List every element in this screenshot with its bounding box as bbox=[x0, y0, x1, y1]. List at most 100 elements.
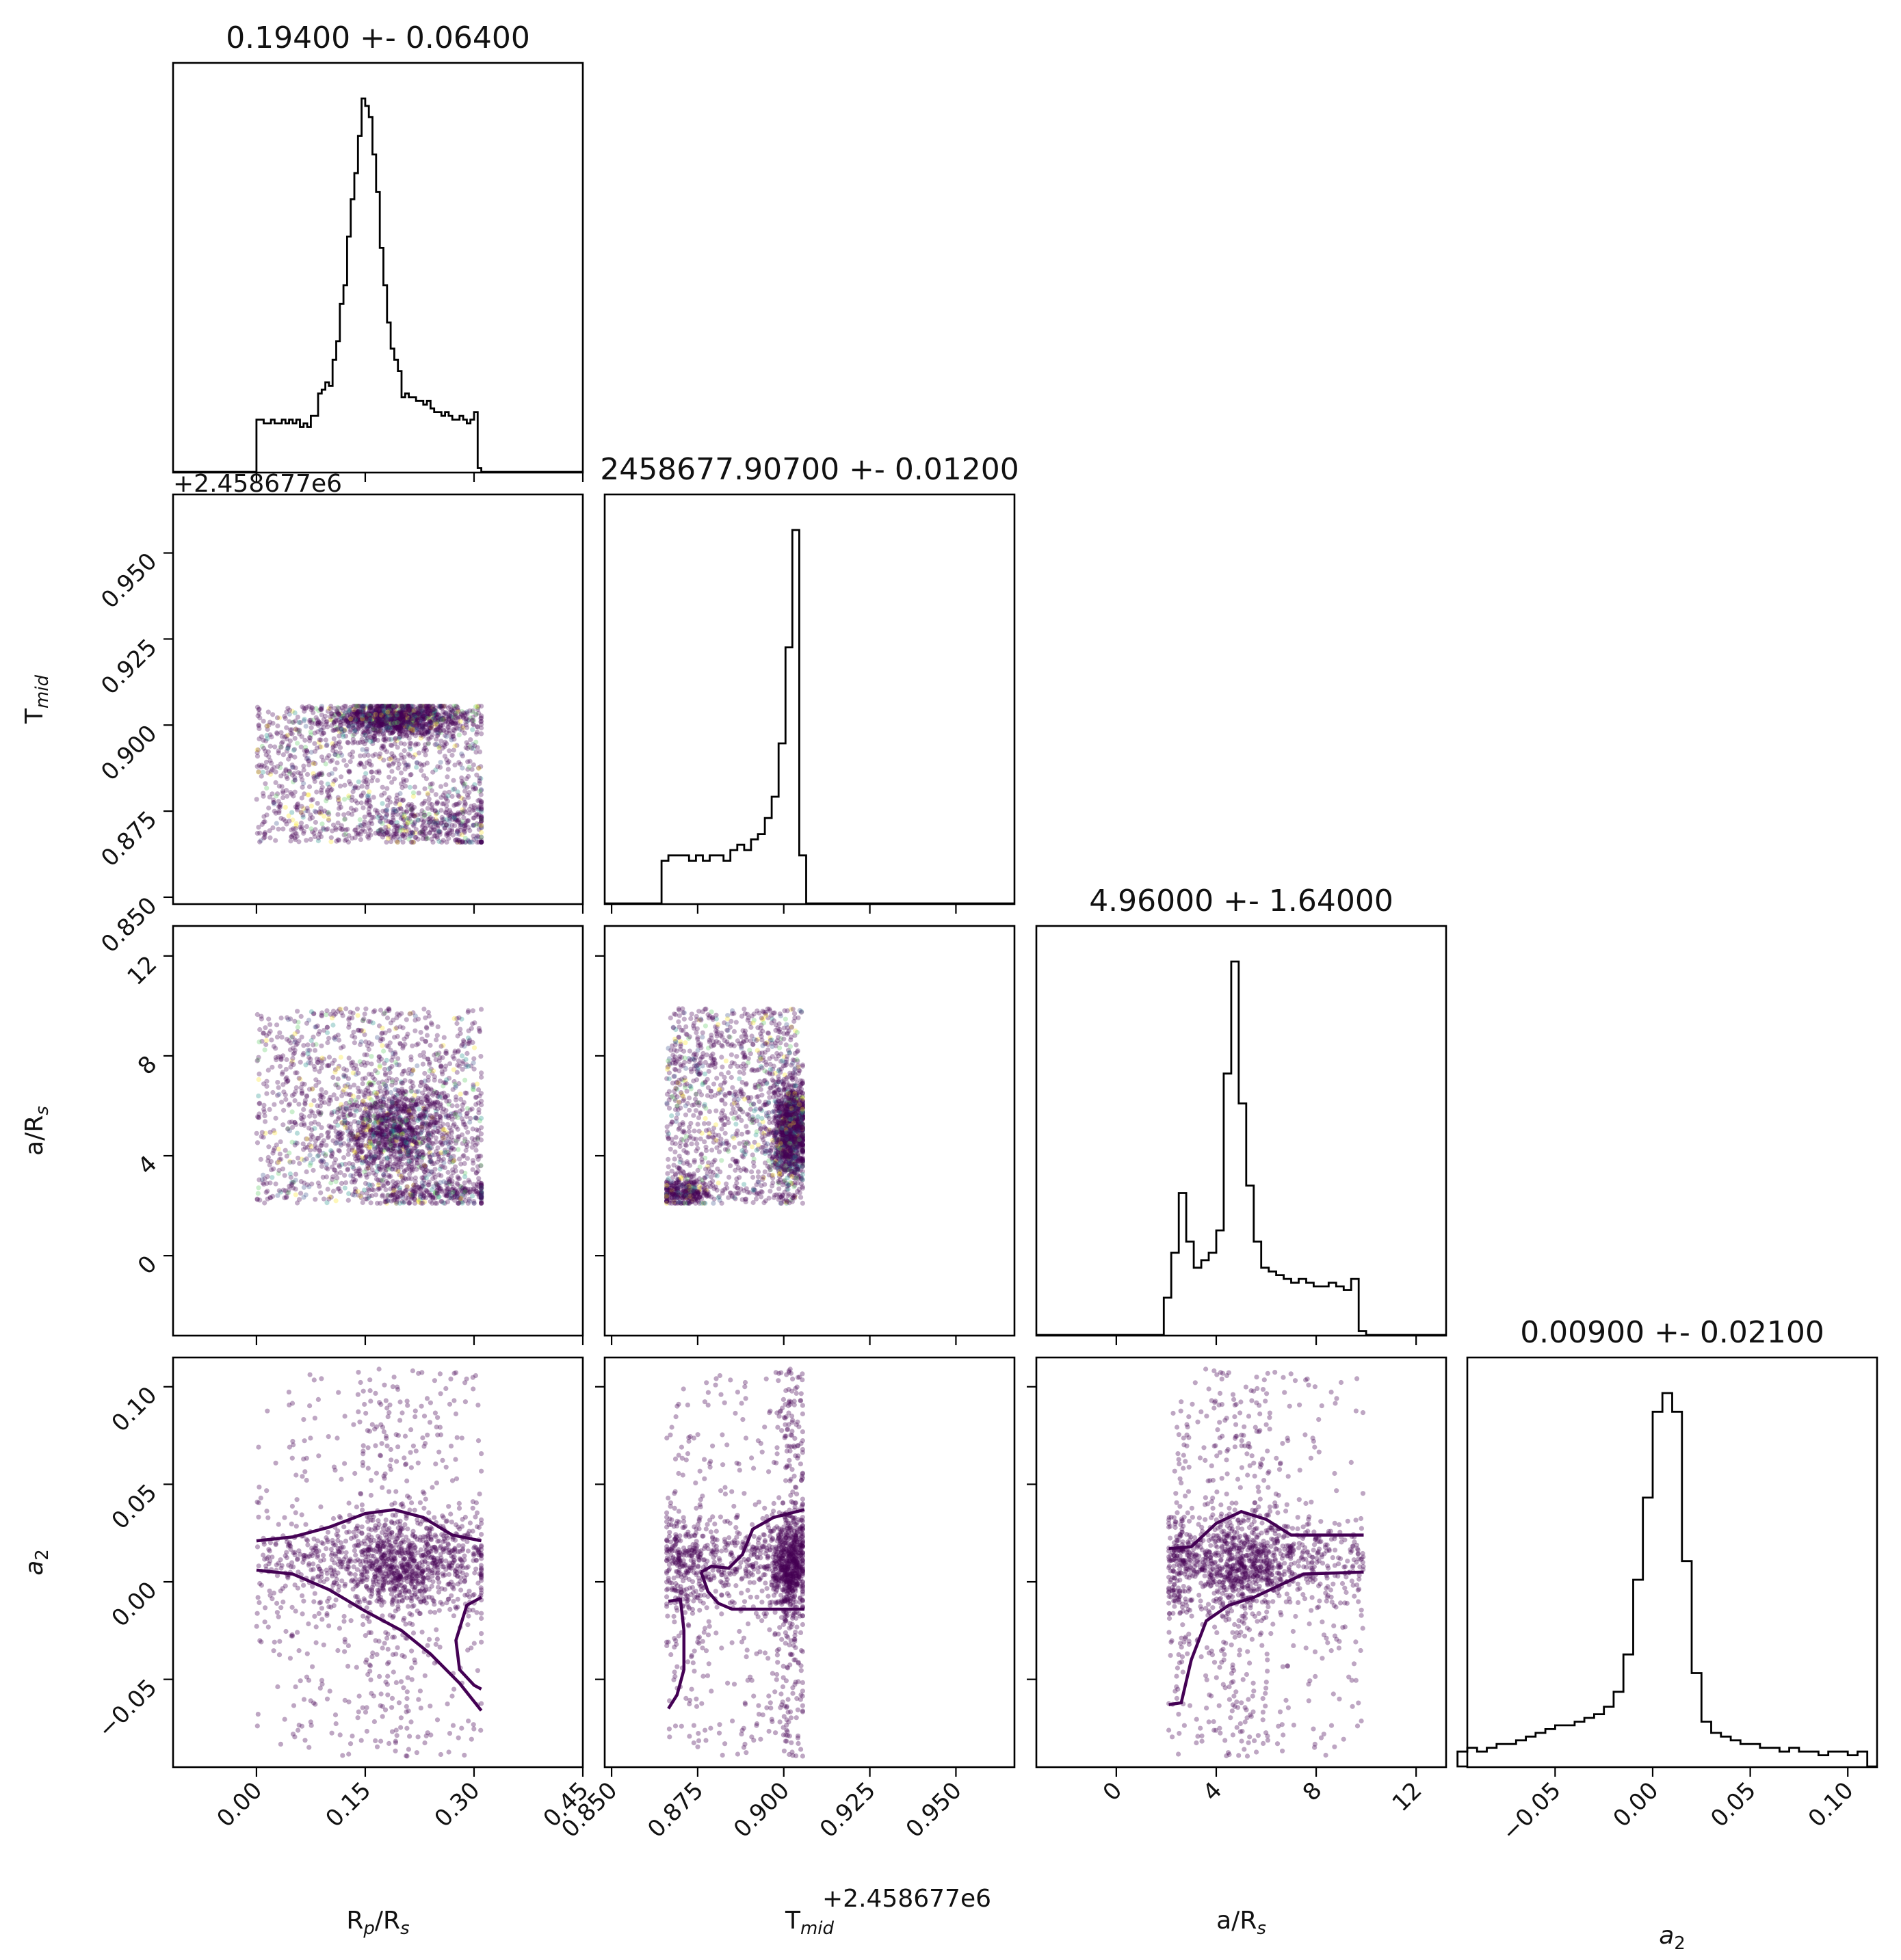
scatter-point bbox=[396, 731, 402, 737]
scatter-point bbox=[399, 710, 405, 715]
scatter-point bbox=[323, 713, 328, 719]
scatter-point bbox=[384, 786, 390, 791]
scatter-point bbox=[313, 827, 318, 832]
scatter-point bbox=[362, 815, 367, 820]
scatter-point bbox=[355, 1085, 361, 1091]
scatter-point bbox=[318, 1110, 324, 1115]
scatter-point bbox=[437, 1166, 443, 1172]
scatter-point bbox=[366, 792, 371, 798]
scatter-point bbox=[259, 734, 264, 739]
scatter-point bbox=[430, 839, 436, 845]
scatter-point bbox=[290, 765, 296, 770]
scatter-point bbox=[419, 1180, 425, 1186]
scatter-point bbox=[478, 792, 484, 797]
scatter-point bbox=[367, 803, 372, 808]
scatter-point bbox=[365, 793, 370, 799]
scatter-point bbox=[279, 1035, 285, 1040]
scatter-point bbox=[302, 1145, 309, 1150]
scatter-point bbox=[460, 765, 465, 771]
scatter-point bbox=[389, 713, 395, 719]
scatter-point bbox=[257, 1027, 263, 1033]
scatter-point bbox=[283, 788, 289, 793]
scatter-point bbox=[336, 1148, 341, 1153]
scatter-point bbox=[311, 761, 317, 767]
scatter-point bbox=[429, 717, 434, 722]
scatter-point bbox=[410, 830, 416, 836]
scatter-point bbox=[461, 797, 467, 802]
scatter-point bbox=[386, 1167, 391, 1172]
scatter-point bbox=[339, 1180, 345, 1186]
scatter-point bbox=[415, 717, 420, 723]
scatter-point bbox=[410, 1116, 416, 1122]
scatter-point bbox=[421, 1163, 427, 1168]
scatter-point bbox=[293, 1178, 298, 1183]
scatter-point bbox=[408, 1057, 414, 1063]
scatter-point bbox=[301, 1184, 306, 1190]
scatter-point bbox=[262, 1047, 267, 1052]
scatter-point bbox=[478, 1007, 484, 1012]
scatter-point bbox=[443, 1140, 449, 1145]
scatter-point bbox=[421, 1006, 427, 1012]
scatter-point bbox=[388, 704, 393, 709]
scatter-point bbox=[296, 1076, 302, 1081]
scatter-point bbox=[459, 1169, 464, 1174]
scatter-point bbox=[423, 752, 428, 758]
scatter-point bbox=[376, 718, 381, 724]
scatter-point bbox=[424, 705, 430, 711]
scatter-point bbox=[373, 1068, 378, 1074]
scatter-point bbox=[356, 704, 362, 709]
scatter-point bbox=[346, 1055, 352, 1061]
scatter-point bbox=[459, 1053, 465, 1059]
scatter-point bbox=[400, 731, 406, 737]
scatter-point bbox=[462, 830, 467, 835]
scatter-point bbox=[420, 1061, 426, 1067]
scatter-point bbox=[326, 784, 332, 790]
scatter-point bbox=[472, 782, 477, 787]
scatter-point bbox=[345, 1141, 352, 1148]
scatter-point bbox=[421, 773, 427, 778]
scatter-point bbox=[333, 1082, 339, 1088]
scatter-point bbox=[456, 793, 461, 798]
scatter-point bbox=[358, 837, 364, 843]
scatter-point bbox=[267, 1022, 273, 1027]
scatter-point bbox=[264, 812, 270, 818]
scatter-point bbox=[433, 792, 438, 797]
scatter-point bbox=[375, 709, 380, 715]
scatter-point bbox=[254, 1058, 260, 1063]
scatter-point bbox=[328, 758, 333, 764]
scatter-point bbox=[276, 826, 281, 832]
scatter-point bbox=[268, 769, 274, 774]
scatter-point bbox=[309, 1121, 314, 1126]
scatter-point bbox=[395, 714, 402, 719]
scatter-point bbox=[390, 835, 396, 840]
scatter-point bbox=[330, 1022, 336, 1028]
scatter-point bbox=[397, 725, 402, 730]
scatter-point bbox=[380, 717, 386, 722]
scatter-point bbox=[279, 741, 285, 746]
scatter-point bbox=[309, 826, 314, 832]
scatter-point bbox=[298, 773, 304, 779]
scatter-point bbox=[438, 1180, 443, 1185]
scatter-point bbox=[318, 834, 324, 839]
scatter-point bbox=[281, 1089, 287, 1095]
scatter-point bbox=[333, 825, 339, 831]
scatter-point bbox=[410, 830, 416, 836]
scatter-point bbox=[419, 808, 425, 814]
scatter-point bbox=[256, 1076, 261, 1083]
scatter-point bbox=[389, 704, 395, 710]
scatter-point bbox=[430, 1176, 436, 1181]
scatter-point bbox=[395, 1164, 401, 1169]
scatter-point bbox=[267, 743, 273, 749]
scatter-point bbox=[279, 1072, 285, 1077]
scatter-point bbox=[287, 1171, 293, 1177]
scatter-point bbox=[424, 1134, 430, 1139]
scatter-point bbox=[445, 1193, 450, 1198]
scatter-point bbox=[391, 827, 397, 833]
scatter-point bbox=[414, 765, 419, 770]
scatter-point bbox=[410, 790, 417, 795]
scatter-point bbox=[471, 1084, 476, 1089]
scatter-point bbox=[362, 1187, 367, 1193]
scatter-point bbox=[259, 821, 265, 827]
scatter-point bbox=[423, 1106, 429, 1112]
scatter-point bbox=[428, 827, 434, 833]
